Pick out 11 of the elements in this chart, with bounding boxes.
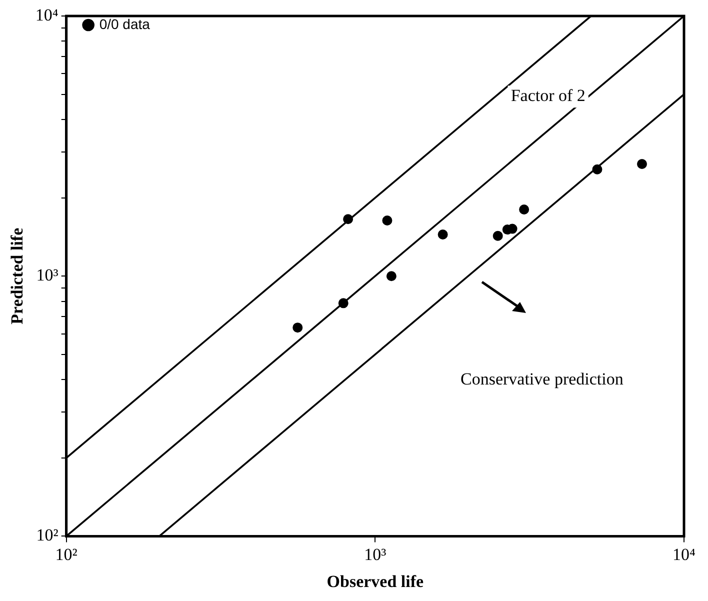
x-tick-label: 10³: [364, 544, 386, 564]
y-tick-label: 10⁴: [35, 5, 58, 24]
x-tick-label: 10⁴: [672, 544, 696, 564]
annotation: Conservative prediction: [460, 370, 624, 389]
legend-label: 0/0 data: [99, 16, 150, 32]
y-tick-label: 10²: [36, 526, 58, 545]
y-tick-label: 10³: [36, 266, 58, 285]
annotation: Factor of 2: [510, 86, 586, 106]
x-axis-title: Observed life: [326, 572, 424, 592]
x-tick-label: 10²: [55, 544, 78, 564]
y-axis-title: Predicted life: [8, 227, 27, 324]
